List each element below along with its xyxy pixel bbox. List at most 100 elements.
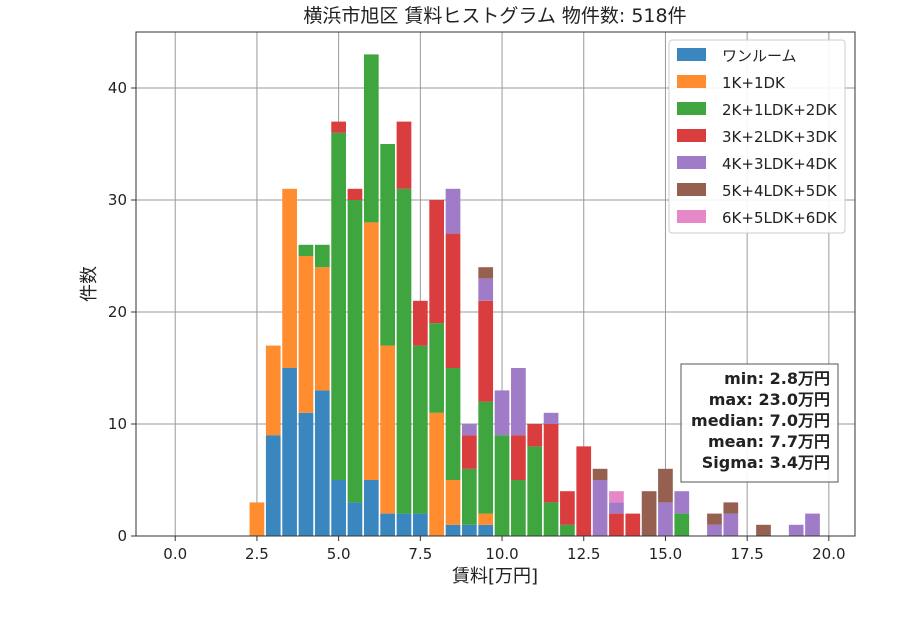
histogram-bar [560, 524, 575, 536]
histogram-bar [543, 412, 559, 424]
histogram-bar [314, 390, 330, 536]
histogram-bar [265, 345, 281, 436]
histogram-bar [347, 200, 363, 503]
histogram-bar [658, 502, 673, 536]
histogram-bar [527, 446, 543, 536]
histogram-bar [445, 233, 461, 368]
histogram-bar [347, 188, 363, 200]
histogram-bar [511, 480, 526, 536]
histogram-bar [805, 513, 820, 536]
histogram-bar [412, 300, 428, 346]
histogram-bar [429, 200, 445, 324]
histogram-bar [396, 513, 412, 536]
histogram-bar [249, 502, 265, 536]
histogram-bar [380, 144, 396, 346]
x-tick-label: 0.0 [163, 545, 187, 563]
histogram-bar [396, 188, 412, 514]
histogram-bar [478, 300, 494, 402]
histogram-bar [445, 524, 461, 536]
y-tick-label: 20 [108, 303, 127, 321]
legend-swatch [677, 129, 706, 142]
histogram-bar [462, 435, 477, 469]
legend-swatch [677, 183, 706, 196]
histogram-bar [412, 345, 428, 514]
histogram-bar [380, 513, 396, 536]
histogram-bar [331, 121, 346, 133]
legend-label: 3K+2LDK+3DK [722, 128, 838, 146]
histogram-bar [723, 502, 739, 514]
histogram-bar [576, 446, 592, 536]
y-tick-label: 0 [117, 527, 127, 545]
histogram-bar [788, 524, 804, 536]
histogram-bar [609, 513, 624, 536]
histogram-bar [707, 524, 722, 536]
histogram-bar [641, 491, 657, 536]
plot-frame [135, 31, 856, 537]
histogram-bar [396, 121, 412, 189]
legend-label: 1K+1DK [722, 74, 786, 92]
histogram-bar [445, 188, 461, 234]
histogram-bar [756, 524, 771, 536]
histogram-bar [331, 480, 346, 536]
histogram-bar [478, 278, 494, 301]
histogram-bar [674, 491, 690, 514]
stat-median: median: 7.0万円 [691, 411, 830, 430]
histogram-bar [658, 468, 673, 503]
legend-swatch [677, 48, 706, 61]
legend-swatch [677, 102, 706, 115]
histogram-bar [380, 345, 396, 514]
stat-min: min: 2.8万円 [724, 369, 830, 388]
histogram-bar [282, 368, 297, 536]
histogram-bar [478, 524, 494, 536]
x-tick-label: 2.5 [245, 545, 269, 563]
histogram-bar [282, 188, 297, 368]
histogram-bar [674, 513, 690, 536]
histogram-bar [363, 54, 379, 223]
y-tick-label: 30 [108, 191, 127, 209]
x-tick-label: 12.5 [567, 545, 600, 563]
y-axis-ticks: 0 10 20 30 40 [108, 79, 136, 545]
histogram-bar [527, 424, 543, 447]
histogram-bar [429, 323, 445, 413]
chart-title: 横浜市旭区 賃料ヒストグラム 物件数: 518件 [303, 5, 686, 27]
histogram-bar [445, 480, 461, 525]
histogram-bar [707, 513, 722, 525]
legend-box [668, 39, 846, 234]
histogram-bar [543, 424, 559, 503]
stats-box: min: 2.8万円 max: 23.0万円 median: 7.0万円 mea… [680, 363, 839, 483]
histogram-bar [511, 435, 526, 480]
histogram-bar [462, 468, 477, 525]
histogram-bar [543, 502, 559, 536]
x-axis-ticks: 0.0 2.5 5.0 7.5 10.0 12.5 15.0 17.5 20.0 [163, 536, 846, 563]
histogram-bar [331, 132, 346, 481]
legend-swatch [677, 156, 706, 169]
stat-sigma: Sigma: 3.4万円 [702, 453, 830, 472]
stat-max: max: 23.0万円 [709, 390, 830, 409]
histogram-bar [445, 368, 461, 480]
legend-swatch [677, 75, 706, 88]
stat-mean: mean: 7.7万円 [708, 432, 830, 451]
stats-box-frame [680, 363, 839, 483]
histogram-bar [363, 222, 379, 480]
legend-swatch [677, 210, 706, 223]
histogram-bar [592, 480, 608, 536]
histogram-bar [494, 435, 510, 536]
y-tick-label: 40 [108, 79, 127, 97]
histogram-bar [298, 412, 314, 536]
histogram-bar [478, 267, 494, 279]
histogram-bar [560, 491, 575, 525]
histogram-bar [298, 244, 314, 256]
histogram-bar [429, 412, 445, 536]
x-tick-label: 10.0 [485, 545, 518, 563]
histogram-bar [462, 524, 477, 536]
histogram-bars [249, 54, 820, 536]
histogram-bar [412, 513, 428, 536]
histogram-bar [494, 390, 510, 436]
histogram-bar [609, 491, 624, 503]
legend-label: ワンルーム [722, 47, 797, 65]
x-tick-label: 5.0 [327, 545, 351, 563]
x-tick-label: 7.5 [408, 545, 432, 563]
legend-label: 6K+5LDK+6DK [722, 209, 838, 227]
histogram-bar [363, 480, 379, 536]
